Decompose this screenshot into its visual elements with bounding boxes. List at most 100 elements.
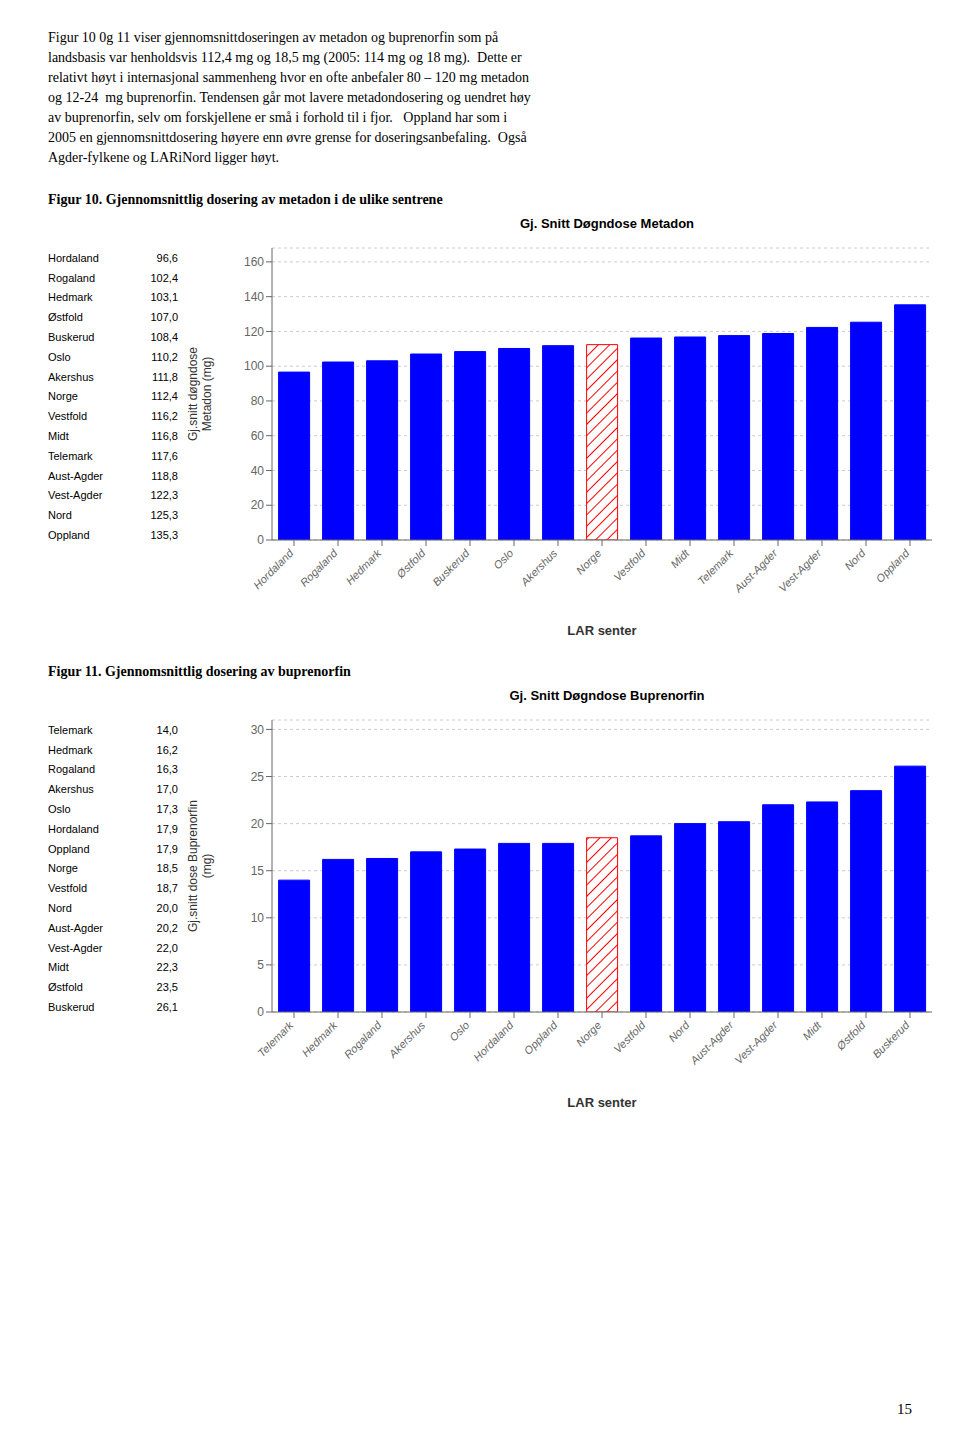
html-text:relativt høyt i internasjonal: relativt høyt i internasjonal sammenheng… [48,70,529,85]
html-text:og 12-24 mg buprenorfin. Tende: og 12-24 mg buprenorfin. Tendensen går m… [48,90,531,105]
svg-text:Rogaland: Rogaland [298,546,340,588]
svg-text:LAR senter: LAR senter [567,1095,636,1110]
svg-text:Vest-Agder: Vest-Agder [776,546,824,594]
html-text:96,6: 96,6 [156,251,178,264]
svg-text:Oppland: Oppland [874,546,913,585]
svg-text:LAR senter: LAR senter [567,623,636,638]
html-text:Oslo: Oslo [48,350,71,363]
svg-text:Østfold: Østfold [834,1018,868,1052]
html-text:Hedmark: Hedmark [48,291,93,304]
html-text:Hordaland: Hordaland [48,251,99,264]
svg-text:20: 20 [251,817,265,831]
html-text:17,0: 17,0 [156,783,178,796]
svg-text:Hordaland: Hordaland [471,1018,516,1063]
svg-text:Telemark: Telemark [695,547,736,588]
html-text:116,8: 116,8 [151,430,178,443]
html-text:118,8: 118,8 [151,469,178,482]
svg-text:Vestfold: Vestfold [611,1018,648,1055]
html-text:av buprenorfin, selv om forskj: av buprenorfin, selv om forskjellene er … [48,110,508,125]
html-text:Midt: Midt [48,430,69,443]
svg-text:140: 140 [244,290,264,304]
svg-text:Vest-Agder: Vest-Agder [732,1018,780,1066]
html-text:Gj. Snitt Døgndose Buprenorfin: Gj. Snitt Døgndose Buprenorfin [509,688,705,703]
svg-text:25: 25 [251,770,265,784]
svg-text:Hordaland: Hordaland [251,546,296,591]
svg-text:Nord: Nord [842,546,868,572]
svg-text:Telemark: Telemark [255,1019,296,1060]
svg-text:30: 30 [251,723,265,737]
html-text:Agder-fylkene og LARiNord ligg: Agder-fylkene og LARiNord ligger høyt. [48,150,280,165]
html-text:Figur 10 0g 11 viser gjennomsn: Figur 10 0g 11 viser gjennomsnittdoserin… [48,30,499,45]
html-text:Rogaland: Rogaland [48,763,96,776]
html-text:Norge: Norge [48,390,78,403]
html-text:Oslo: Oslo [48,803,71,816]
html-text:102,4: 102,4 [150,271,178,284]
html-text:Telemark: Telemark [48,449,93,462]
html-text:14,0: 14,0 [156,723,178,736]
html-text:Akershus: Akershus [48,370,94,383]
svg-text:40: 40 [251,464,265,478]
svg-text:Akershus: Akershus [518,547,560,589]
html-text:125,3: 125,3 [150,509,178,522]
svg-text:120: 120 [244,325,264,339]
html-text:Gj. Snitt Døgndose Metadon: Gj. Snitt Døgndose Metadon [520,216,694,231]
html-text:Hedmark: Hedmark [48,743,93,756]
svg-text:20: 20 [251,498,265,512]
html-text:landsbasis var henholdsvis 112: landsbasis var henholdsvis 112,4 mg og 1… [48,50,522,65]
html-text:Figur 10. Gjennomsnittlig dose: Figur 10. Gjennomsnittlig dosering av me… [48,192,443,207]
html-text:110,2: 110,2 [151,350,178,363]
svg-text:0: 0 [257,1005,264,1019]
svg-text:Midt: Midt [668,546,692,570]
svg-text:Hedmark: Hedmark [343,547,383,587]
html-text:16,3: 16,3 [156,763,178,776]
svg-text:Midt: Midt [800,1018,824,1042]
svg-text:Østfold: Østfold [394,546,428,580]
html-text:107,0: 107,0 [150,311,178,324]
svg-text:0: 0 [257,533,264,547]
svg-text:Aust-Agder: Aust-Agder [731,546,780,595]
svg-text:100: 100 [244,359,264,373]
html-text:Østfold: Østfold [48,311,83,324]
svg-text:Rogaland: Rogaland [342,1018,384,1060]
svg-text:80: 80 [251,394,265,408]
html-text:112,4: 112,4 [151,390,178,403]
html-text:Figur 11. Gjennomsnittlig dose: Figur 11. Gjennomsnittlig dosering av bu… [48,664,351,679]
svg-text:Nord: Nord [666,1018,692,1044]
html-text:122,3: 122,3 [150,489,178,502]
svg-text:5: 5 [257,958,264,972]
svg-text:Gj.snitt dose Buprenorfin(mg): Gj.snitt dose Buprenorfin(mg) [186,800,214,932]
svg-text:15: 15 [251,864,265,878]
svg-text:Oslo: Oslo [491,547,515,571]
svg-text:Oslo: Oslo [447,1019,471,1043]
html-text:Vest-Agder: Vest-Agder [48,489,103,502]
svg-text:Akershus: Akershus [386,1019,428,1061]
html-text:16,2: 16,2 [156,743,178,756]
html-text:Telemark: Telemark [48,723,93,736]
html-text:Rogaland: Rogaland [48,271,96,284]
svg-text:Norge: Norge [574,1019,604,1049]
svg-text:Aust-Agder: Aust-Agder [687,1018,736,1067]
svg-text:Gj.snitt døgndoseMetadon (mg): Gj.snitt døgndoseMetadon (mg) [186,347,214,441]
html-text:Aust-Agder: Aust-Agder [48,469,103,482]
html-text:116,2: 116,2 [151,410,178,423]
html-text:111,8: 111,8 [152,370,178,383]
html-text:108,4: 108,4 [150,331,178,344]
html-text:Vestfold: Vestfold [48,410,88,423]
svg-text:10: 10 [251,911,265,925]
svg-text:60: 60 [251,429,265,443]
html-text:2005 en gjennomsnittdosering h: 2005 en gjennomsnittdosering høyere enn … [48,130,527,145]
svg-text:Hedmark: Hedmark [299,1019,339,1059]
html-text:15: 15 [897,1401,912,1417]
html-text:117,6: 117,6 [151,449,178,462]
html-text:Akershus: Akershus [48,783,94,796]
html-text:Buskerud: Buskerud [48,331,95,344]
svg-text:Buskerud: Buskerud [870,1018,912,1060]
svg-text:Buskerud: Buskerud [430,546,472,588]
svg-text:Norge: Norge [574,547,604,577]
html-text:Nord: Nord [48,509,72,522]
html-text:103,1: 103,1 [150,291,178,304]
svg-text:Oppland: Oppland [522,1018,561,1057]
html-text:17,3: 17,3 [156,803,178,816]
svg-text:Vestfold: Vestfold [611,546,648,583]
svg-text:160: 160 [244,255,264,269]
